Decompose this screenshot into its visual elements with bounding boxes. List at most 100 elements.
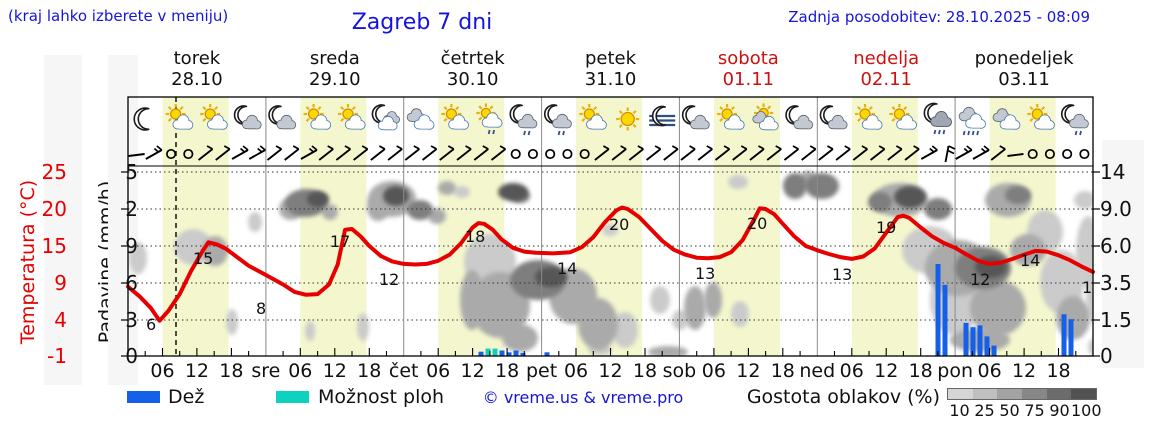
shower-legend-swatch — [276, 391, 309, 403]
cloud-height-axis-tick: 9.0 — [1100, 197, 1132, 221]
rain-legend-label: Dež — [168, 386, 205, 408]
weather-icon-sun-cloud — [1027, 104, 1055, 130]
density-scale-segment — [997, 389, 1023, 399]
time-axis-label: 18 — [357, 360, 382, 382]
day-header-date: 02.11 — [860, 69, 912, 90]
day-header-name: ponedeljek — [974, 48, 1074, 69]
temperature-value-label: 13 — [832, 265, 853, 284]
temperature-value-label: 15 — [193, 249, 214, 268]
weather-icon-sun — [616, 107, 640, 131]
weather-icons — [133, 102, 1089, 136]
weather-icon-sun-clouds — [752, 103, 779, 131]
precip-axis-tick: 9 — [125, 234, 138, 258]
time-axis-day-label: pet — [525, 360, 558, 382]
time-axis-label: 18 — [770, 360, 795, 382]
precip-axis-tick: 0 — [125, 344, 138, 368]
time-axis-label: 06 — [288, 360, 313, 382]
temperature-value-label: 20 — [609, 215, 630, 234]
day-header-name: torek — [173, 48, 221, 69]
weather-icon-moon-cloud-rain — [543, 104, 572, 136]
time-axis-label: 18 — [219, 360, 244, 382]
time-axis-label: 18 — [632, 360, 658, 382]
density-scale-segment — [1046, 389, 1072, 399]
temp-axis-tick: 4 — [54, 308, 67, 332]
temperature-value-label: 14 — [557, 259, 578, 278]
density-scale-tick: 10 — [949, 401, 970, 420]
weather-icon-sun-cloud-rain — [476, 103, 503, 135]
time-axis-label: 18 — [1046, 360, 1071, 382]
weather-icon-moon-cloud-rain — [509, 104, 538, 136]
weather-icon-moon-clouds — [371, 104, 401, 131]
day-header-name: nedelja — [853, 48, 920, 69]
precip-axis-tick: 6 — [125, 271, 138, 295]
weather-icon-moon-cloud — [819, 105, 848, 130]
cloud-density-field — [129, 171, 1093, 356]
temperature-value-label: 17 — [330, 232, 351, 251]
cloud-height-axis-tick: 0 — [1100, 344, 1113, 368]
last-update: Zadnja posodobitev: 28.10.2025 - 08:09 — [788, 8, 1090, 26]
weather-icon-moon-cloud-rain — [1060, 104, 1089, 136]
cloud-height-axis-tick: 1.5 — [1100, 308, 1132, 332]
weather-icon-sun-cloud — [338, 104, 366, 130]
day-header-date: 31.10 — [584, 69, 637, 90]
time-axis-label: 18 — [495, 360, 520, 382]
density-scale-segment — [972, 389, 998, 399]
time-axis-label: 12 — [460, 360, 485, 382]
temperature-curve — [126, 205, 1095, 323]
temperature-value-label: 19 — [876, 218, 897, 237]
weather-icon-moon-cloud — [233, 105, 262, 130]
time-axis-day-label: sob — [662, 360, 697, 382]
weather-icon-sun-cloud — [303, 104, 332, 130]
density-scale-tick: 75 — [1024, 401, 1045, 420]
temp-axis-tick: 15 — [41, 234, 67, 258]
weather-icon-clouds-rain — [958, 106, 986, 136]
shower-legend-label: Možnost ploh — [318, 386, 445, 408]
weather-icon-sun-cloud — [579, 104, 607, 130]
copyright-link[interactable]: © vreme.us & vreme.pro — [482, 388, 684, 407]
density-scale-segment — [1071, 389, 1097, 399]
day-header-name: četrtek — [440, 48, 505, 69]
time-axis-day-label: ned — [799, 360, 836, 382]
time-axis-label: 12 — [322, 360, 347, 382]
location-hint: (kraj lahko izberete v meniju) — [8, 7, 229, 25]
time-axis-label: 06 — [701, 360, 726, 382]
density-scale-tick: 90 — [1049, 401, 1070, 420]
temp-axis-tick: -1 — [47, 344, 67, 368]
temperature-value-label: 18 — [465, 227, 486, 246]
temp-axis-tick: 9 — [54, 271, 67, 295]
density-scale-tick: 25 — [974, 401, 995, 420]
cloud-height-axis-tick: 14 — [1100, 160, 1126, 184]
time-axis-label: 12 — [184, 360, 210, 382]
time-axis-label: 12 — [598, 360, 623, 382]
time-axis-label: 06 — [563, 360, 589, 382]
cloud-height-axis-tick: 6.0 — [1100, 234, 1132, 258]
cloud-density-scale — [947, 388, 1097, 400]
weather-icon-moon-cloud — [268, 105, 297, 130]
time-axis-day-label: pon — [937, 360, 973, 382]
time-axis-label: 06 — [977, 360, 1002, 382]
weather-icon-moon — [133, 107, 150, 131]
weather-icon-sun-cloud — [889, 104, 917, 130]
precip-axis-tick: 2 — [125, 197, 138, 221]
temperature-value-label: 6 — [146, 315, 157, 334]
temperature-value-label: 12 — [379, 270, 400, 289]
day-header-name: sreda — [309, 48, 360, 69]
rain-legend-swatch — [127, 391, 160, 403]
day-separators — [265, 97, 956, 356]
weather-icon-moon-cloud-rain-dark — [923, 102, 952, 135]
precip-axis-tick: 3 — [125, 308, 138, 332]
day-header-date: 03.11 — [998, 69, 1050, 90]
day-header-date: 30.10 — [446, 69, 499, 90]
precipitation-bars — [478, 264, 1074, 356]
weather-icon-sun-cloud — [717, 104, 745, 130]
day-header-name: petek — [584, 48, 637, 69]
time-axis-label: 06 — [839, 360, 864, 382]
weather-icon-moon-fog — [649, 105, 676, 127]
weather-icon-clouds — [992, 108, 1021, 130]
temperature-value-label: 13 — [695, 264, 716, 283]
density-scale-tick: 100 — [1071, 401, 1102, 420]
weather-icon-sun-cloud — [855, 104, 883, 130]
time-axis-day-label: čet — [388, 360, 419, 382]
